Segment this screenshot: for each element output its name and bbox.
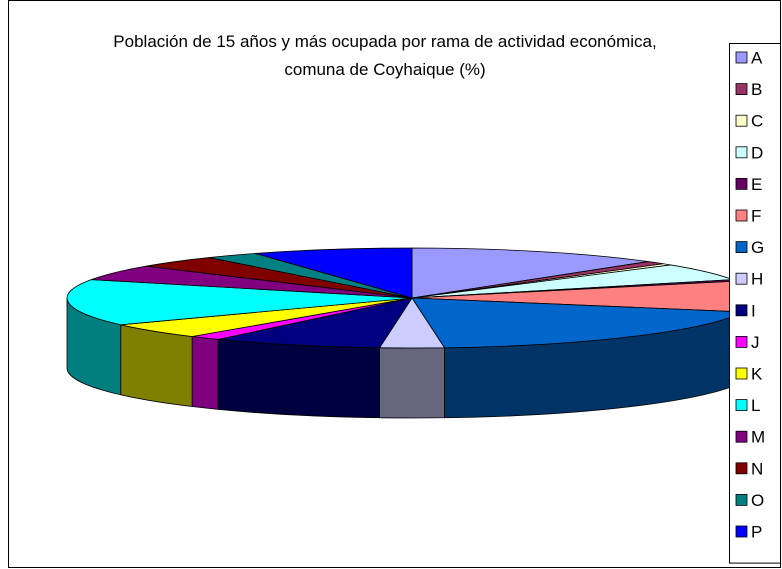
legend-label: L xyxy=(751,396,760,415)
legend-label: O xyxy=(751,491,764,510)
legend-label: A xyxy=(751,48,763,67)
pie-slice-side xyxy=(217,338,380,419)
legend-label: D xyxy=(751,143,763,162)
pie-slice-side xyxy=(120,324,193,407)
legend-swatch xyxy=(735,241,748,254)
legend-label: B xyxy=(751,80,762,99)
legend-swatch xyxy=(735,493,748,506)
pie-slice xyxy=(66,279,413,326)
legend-label: G xyxy=(751,238,764,257)
legend-swatch xyxy=(735,525,748,538)
legend-swatch xyxy=(735,462,748,475)
legend-swatch xyxy=(735,335,748,348)
pie-slice-side xyxy=(379,347,445,419)
pie-slice xyxy=(411,297,744,349)
legend-swatch xyxy=(735,146,748,159)
legend-swatch xyxy=(735,177,748,190)
legend-label: P xyxy=(751,522,762,541)
pie-slice xyxy=(217,297,413,349)
legend-label: N xyxy=(751,459,763,478)
legend-label: M xyxy=(751,428,765,447)
chart-title: Población de 15 años y más ocupada por r… xyxy=(113,32,657,79)
pie-slice xyxy=(255,247,413,299)
legend-label: H xyxy=(751,270,763,289)
legend-label: I xyxy=(751,301,756,320)
legend-swatch xyxy=(735,304,748,317)
legend-box xyxy=(729,43,781,564)
legend-swatch xyxy=(735,114,748,127)
legend-label: J xyxy=(751,333,760,352)
legend-swatch xyxy=(735,51,748,64)
pie-slice-side xyxy=(191,336,219,410)
legend-swatch xyxy=(735,430,748,443)
pie-slice xyxy=(411,247,649,299)
legend-label: E xyxy=(751,175,762,194)
pie-slice xyxy=(91,265,413,299)
legend-swatch xyxy=(735,399,748,412)
legend-swatch xyxy=(735,209,748,222)
legend-swatch xyxy=(735,367,748,380)
legend-swatch xyxy=(735,83,748,95)
legend-label: F xyxy=(751,206,761,225)
legend-swatch xyxy=(735,272,748,285)
legend-label: K xyxy=(751,364,763,383)
legend-label: C xyxy=(751,112,763,131)
